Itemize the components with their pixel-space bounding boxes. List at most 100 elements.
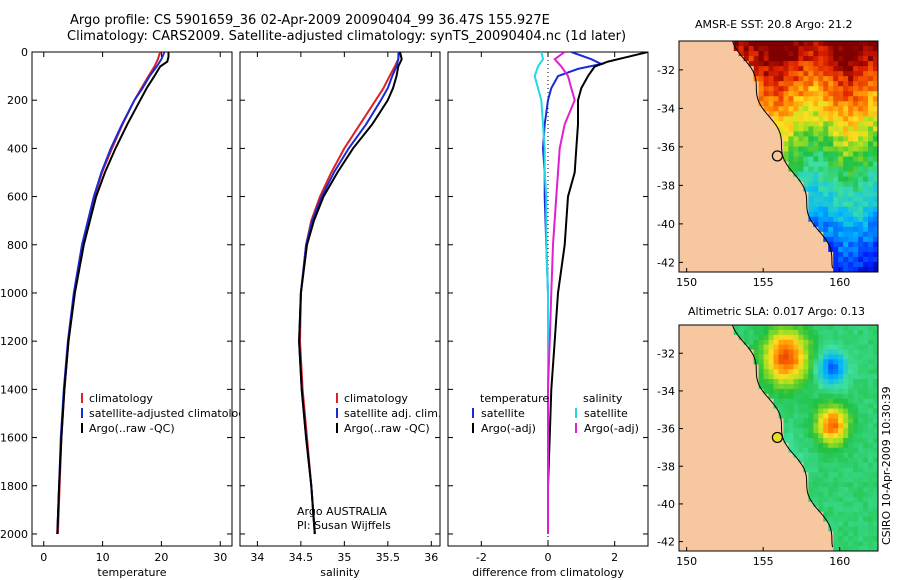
- map-cell: [813, 266, 819, 272]
- map-cell: [679, 266, 685, 272]
- map-cell: [798, 364, 804, 370]
- map-cell: [813, 201, 819, 208]
- map-cell: [788, 256, 795, 263]
- map-cell: [863, 246, 869, 253]
- map-cell: [708, 398, 715, 405]
- map-cell: [808, 546, 814, 551]
- map-cell: [773, 334, 780, 341]
- map-cell: [828, 541, 834, 547]
- map-cell: [758, 388, 765, 395]
- map-cell: [848, 216, 854, 223]
- map-cell: [758, 438, 765, 444]
- map-cell: [838, 161, 844, 168]
- map-cell: [679, 201, 685, 208]
- map-cell: [833, 423, 839, 429]
- map-cell: [833, 374, 839, 380]
- map-cell: [743, 526, 750, 532]
- map-cell: [713, 423, 720, 429]
- map-cell: [758, 462, 765, 469]
- map-cell: [813, 61, 819, 67]
- map-cell: [828, 487, 834, 493]
- map-cell: [778, 261, 785, 268]
- map-cell: [793, 496, 799, 503]
- map-cell: [773, 161, 780, 168]
- map-cell: [773, 46, 780, 52]
- map-cell: [713, 408, 720, 415]
- map-cell: [843, 428, 849, 434]
- map-cell: [798, 186, 804, 193]
- map-cell: [713, 116, 720, 122]
- map-cell: [803, 457, 809, 464]
- map-cell: [843, 438, 849, 444]
- map-cell: [803, 511, 809, 518]
- map-cell: [848, 359, 854, 365]
- map-cell: [763, 511, 770, 518]
- map-cell: [823, 191, 829, 198]
- map-cell: [738, 91, 745, 97]
- map-cell: [679, 101, 685, 107]
- map-cell: [718, 487, 725, 493]
- map-cell: [688, 211, 695, 218]
- map-cell: [693, 251, 700, 258]
- map-cell: [828, 161, 834, 168]
- map-cell: [743, 369, 750, 375]
- map-cell: [773, 186, 780, 193]
- map-cell: [793, 487, 799, 493]
- map-cell: [808, 56, 814, 62]
- map-cell: [873, 388, 878, 395]
- map-cell: [698, 186, 705, 193]
- map-cell: [773, 325, 780, 331]
- map-cell: [873, 403, 878, 410]
- map-cell: [793, 151, 799, 158]
- map-cell: [763, 364, 770, 370]
- map-cell: [823, 482, 829, 488]
- map-cell: [823, 388, 829, 395]
- map-cell: [703, 191, 710, 198]
- map-cell: [858, 241, 864, 248]
- map-cell: [763, 428, 770, 434]
- map-cell: [703, 329, 710, 336]
- map-cell: [679, 106, 685, 112]
- map-cell: [698, 442, 705, 449]
- map-cell: [808, 344, 814, 351]
- map-cell: [698, 161, 705, 168]
- map-cell: [818, 201, 824, 208]
- map-cell: [763, 501, 770, 508]
- map-cell: [813, 76, 819, 82]
- map-cell: [679, 359, 685, 365]
- map-cell: [788, 231, 795, 238]
- map-cell: [843, 201, 849, 208]
- map-cell: [723, 256, 730, 263]
- map-cell: [793, 325, 799, 331]
- map-cell: [763, 383, 770, 390]
- map-cell: [753, 339, 760, 346]
- map-cell: [818, 191, 824, 198]
- map-cell: [723, 433, 730, 439]
- map-cell: [703, 442, 710, 449]
- map-cell: [803, 418, 809, 424]
- map-cell: [783, 492, 790, 498]
- map-cell: [733, 541, 740, 547]
- map-cell: [753, 349, 760, 356]
- sla-map-title: Altimetric SLA: 0.017 Argo: 0.13: [688, 305, 866, 318]
- map-cell: [783, 126, 790, 132]
- map-cell: [793, 433, 799, 439]
- map-cell: [708, 121, 715, 127]
- map-cell: [693, 261, 700, 268]
- map-cell: [763, 438, 770, 444]
- map-cell: [758, 186, 765, 193]
- map-cell: [773, 56, 780, 62]
- map-cell: [808, 413, 814, 419]
- map-cell: [798, 56, 804, 62]
- map-cell: [718, 536, 725, 542]
- map-cell: [808, 496, 814, 503]
- map-cell: [813, 383, 819, 390]
- map-cell: [823, 256, 829, 263]
- map-cell: [838, 339, 844, 346]
- map-cell: [788, 531, 795, 537]
- map-cell: [693, 226, 700, 233]
- map-cell: [803, 256, 809, 263]
- map-cell: [708, 61, 715, 67]
- map-cell: [703, 176, 710, 183]
- map-cell: [748, 438, 755, 444]
